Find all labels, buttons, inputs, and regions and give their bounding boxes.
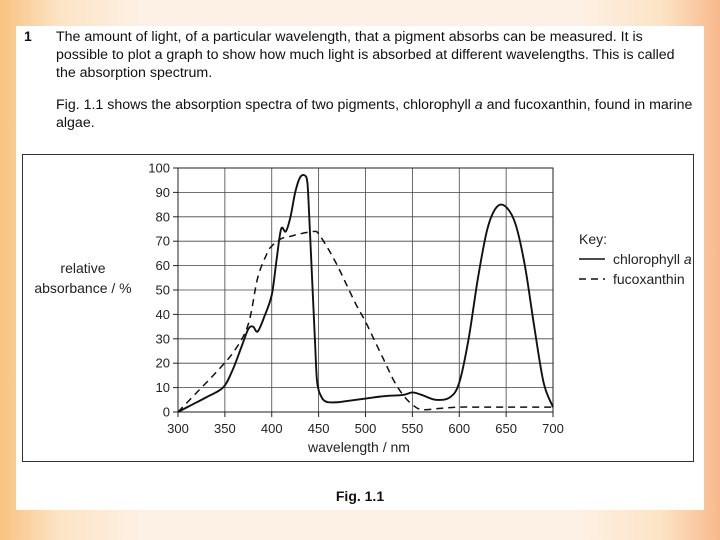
intro-paragraph-1: The amount of light, of a particular wav…	[56, 29, 675, 81]
intro-paragraph-2-start: Fig. 1.1 shows the absorption spectra of…	[56, 97, 475, 113]
x-tick-label-550: 550	[402, 421, 424, 436]
y-tick-label-0: 0	[163, 405, 170, 420]
question-page: 1 The amount of light, of a particular w…	[16, 26, 704, 510]
figure-box: 300 350 400 450 500 550 600 650 700 0 10 20 30 40 50 60…	[22, 154, 694, 462]
y-tick-label-70: 70	[156, 234, 170, 249]
legend-label-chlorophyll: chlorophyll a	[613, 251, 692, 267]
intro-paragraph-2-end: and fucoxanthin, found in marine algae.	[56, 97, 693, 131]
y-tick-label-10: 10	[156, 380, 170, 395]
x-tick-label-400: 400	[261, 421, 283, 436]
x-tick-label-350: 350	[214, 421, 236, 436]
y-axis-label-line-2: absorbance / %	[34, 280, 131, 296]
intro-paragraph-2-italic: a	[474, 97, 483, 113]
series-line-chlorophyll-a	[177, 174, 554, 413]
absorption-chart: 300 350 400 450 500 550 600 650 700 0 10 20 30 40 50 60…	[34, 161, 692, 456]
x-tick-label-700: 700	[542, 421, 564, 436]
y-tick-label-50: 50	[156, 283, 170, 298]
y-tick-label-30: 30	[156, 331, 170, 346]
x-tick-label-650: 650	[495, 421, 517, 436]
y-tick-label-20: 20	[156, 356, 170, 371]
intro-paragraph-2: Fig. 1.1 shows the absorption spectra of…	[56, 96, 696, 132]
legend-label-chlorophyll-italic: a	[684, 251, 692, 267]
legend-title: Key:	[579, 231, 607, 247]
question-intro: The amount of light, of a particular wav…	[56, 28, 696, 146]
y-tick-label-100: 100	[148, 161, 170, 176]
x-tick-label-500: 500	[355, 421, 377, 436]
y-tick-label-60: 60	[156, 258, 170, 273]
y-tick-label-90: 90	[156, 185, 170, 200]
x-tick-label-600: 600	[448, 421, 470, 436]
x-tick-label-450: 450	[308, 421, 330, 436]
figure-caption: Fig. 1.1	[335, 488, 385, 504]
x-tick-label-300: 300	[167, 421, 189, 436]
y-tick-label-40: 40	[156, 307, 170, 322]
y-axis-label-line-1: relative	[60, 260, 105, 276]
question-number: 1	[24, 28, 32, 44]
series-line-fucoxanthin	[177, 230, 553, 413]
legend-label-fucoxanthin: fucoxanthin	[613, 271, 685, 287]
x-axis-label: wavelength / nm	[307, 439, 410, 455]
y-tick-label-80: 80	[156, 209, 170, 224]
legend-label-chlorophyll-text: chlorophyll	[613, 251, 684, 267]
